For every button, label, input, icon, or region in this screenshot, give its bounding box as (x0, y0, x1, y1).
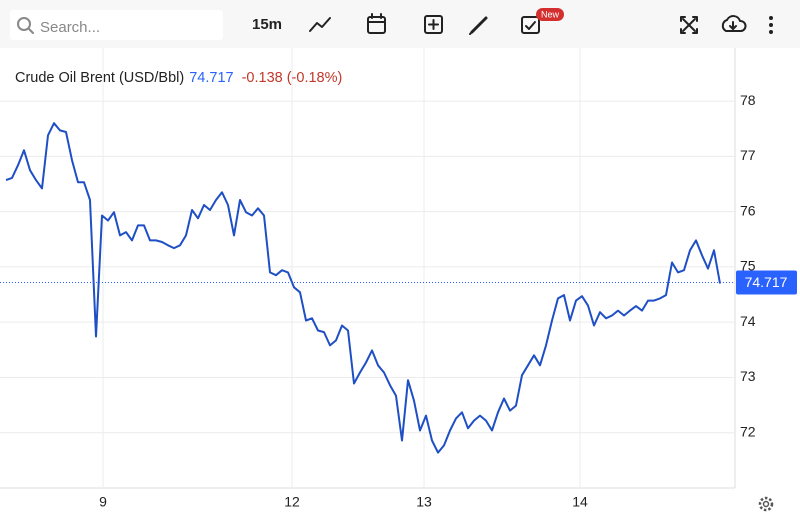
search-placeholder: Search... (40, 19, 100, 36)
price-change: -0.138 (-0.18%) (242, 70, 343, 86)
new-badge-text: New (541, 9, 560, 19)
menu-icon[interactable] (769, 16, 773, 34)
y-tick-label: 77 (740, 147, 756, 163)
x-tick-label: 13 (416, 494, 432, 510)
chart-type-icon[interactable] (309, 17, 331, 32)
settings-icon[interactable] (758, 496, 774, 512)
last-price-tag-text: 74.717 (745, 274, 788, 290)
x-tick-label: 14 (572, 494, 588, 510)
x-tick-label: 9 (99, 494, 107, 510)
events-icon[interactable] (521, 16, 540, 34)
last-price-tag (736, 270, 797, 295)
plot: 72 73 74 75 76 77 78 9 12 13 14 74.717 (0, 48, 797, 510)
chart-title: Crude Oil Brent (USD/Bbl) (15, 70, 184, 86)
download-icon[interactable] (721, 15, 747, 32)
price-line (5, 122, 721, 454)
y-tick-label: 73 (740, 368, 756, 384)
y-tick-label: 74 (740, 313, 756, 329)
y-tick-label: 76 (740, 202, 756, 218)
x-tick-label: 12 (284, 494, 300, 510)
y-tick-label: 72 (740, 423, 756, 439)
y-tick-label: 75 (740, 258, 756, 274)
new-badge (536, 8, 564, 21)
draw-icon[interactable] (469, 16, 488, 35)
search-icon-handle (27, 27, 34, 34)
add-icon[interactable] (424, 15, 443, 34)
interval-button[interactable]: 15m (252, 16, 282, 33)
search-icon (17, 17, 31, 31)
y-tick-label: 78 (740, 92, 756, 108)
last-price: 74.717 (189, 70, 233, 86)
fullscreen-icon[interactable] (680, 16, 698, 34)
chart-header: Crude Oil Brent (USD/Bbl) 74.717 -0.138 (-… (15, 70, 342, 86)
calendar-icon[interactable] (367, 13, 386, 34)
search-box[interactable] (10, 10, 223, 40)
